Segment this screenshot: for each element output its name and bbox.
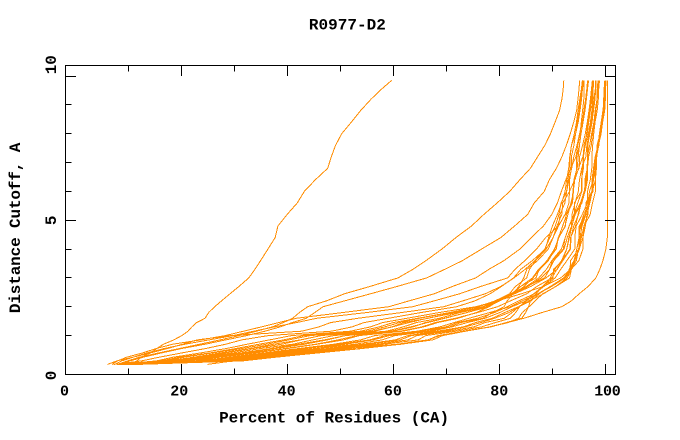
svg-text:0: 0	[60, 384, 69, 401]
svg-text:Percent of Residues (CA): Percent of Residues (CA)	[219, 409, 449, 427]
svg-text:0: 0	[43, 371, 61, 381]
svg-text:10: 10	[43, 55, 61, 74]
svg-text:60: 60	[384, 384, 402, 401]
svg-text:40: 40	[278, 384, 296, 401]
svg-text:20: 20	[170, 384, 188, 401]
svg-text:100: 100	[594, 384, 621, 401]
svg-text:80: 80	[490, 384, 508, 401]
svg-text:Distance Cutoff, A: Distance Cutoff, A	[7, 142, 25, 313]
svg-text:5: 5	[43, 215, 61, 225]
svg-text:R0977-D2: R0977-D2	[309, 17, 386, 35]
